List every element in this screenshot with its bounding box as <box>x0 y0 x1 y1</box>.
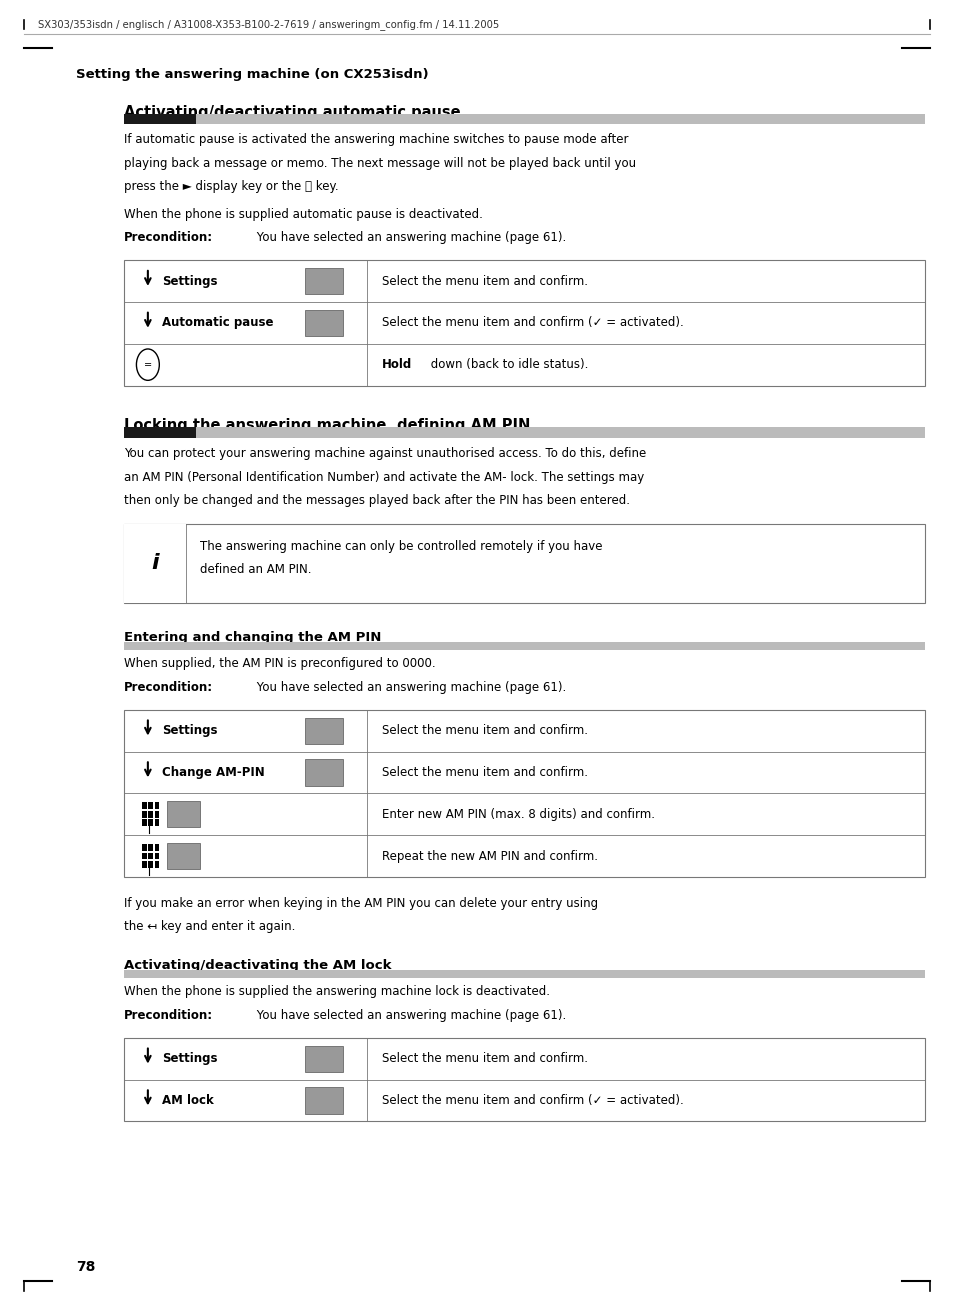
Text: down (back to idle status).: down (back to idle status). <box>427 358 588 371</box>
Text: then only be changed and the messages played back after the PIN has been entered: then only be changed and the messages pl… <box>124 494 629 507</box>
Bar <box>148 802 153 809</box>
Text: 78: 78 <box>76 1260 95 1274</box>
Text: Select the menu item and confirm (✓ = activated).: Select the menu item and confirm (✓ = ac… <box>381 316 682 329</box>
Text: OK: OK <box>315 1053 333 1064</box>
Bar <box>124 524 186 603</box>
Bar <box>142 810 147 818</box>
Bar <box>154 844 159 851</box>
Bar <box>305 718 343 744</box>
Bar <box>154 810 159 818</box>
Text: Select the menu item and confirm (✓ = activated).: Select the menu item and confirm (✓ = ac… <box>381 1094 682 1107</box>
Text: AM lock: AM lock <box>162 1094 213 1107</box>
Text: You have selected an answering machine (page 61).: You have selected an answering machine (… <box>253 1009 565 1022</box>
Text: OK: OK <box>175 851 192 861</box>
Text: If automatic pause is activated the answering machine switches to pause mode aft: If automatic pause is activated the answ… <box>124 133 628 146</box>
Bar <box>124 524 924 603</box>
Text: OK: OK <box>315 318 333 328</box>
Bar <box>142 819 147 826</box>
Text: Activating/deactivating automatic pause: Activating/deactivating automatic pause <box>124 105 460 119</box>
Text: Hold: Hold <box>381 358 412 371</box>
Bar <box>305 268 343 294</box>
Text: Settings: Settings <box>162 1052 217 1065</box>
Bar <box>124 710 924 877</box>
Text: an AM PIN (Personal Identification Number) and activate the AM- lock. The settin: an AM PIN (Personal Identification Numbe… <box>124 471 643 484</box>
Bar <box>142 861 147 868</box>
Text: Select the menu item and confirm.: Select the menu item and confirm. <box>381 724 587 737</box>
Text: Repeat the new AM PIN and confirm.: Repeat the new AM PIN and confirm. <box>381 850 597 863</box>
Bar <box>148 861 153 868</box>
Text: defined an AM PIN.: defined an AM PIN. <box>200 563 312 576</box>
Text: playing back a message or memo. The next message will not be played back until y: playing back a message or memo. The next… <box>124 157 636 170</box>
Text: You have selected an answering machine (page 61).: You have selected an answering machine (… <box>253 681 565 694</box>
Bar <box>124 970 924 978</box>
Bar <box>142 852 147 860</box>
Text: OK: OK <box>315 276 333 286</box>
Text: OK: OK <box>315 1095 333 1106</box>
Text: Precondition:: Precondition: <box>124 231 213 244</box>
Bar <box>154 819 159 826</box>
Text: Settings: Settings <box>162 274 217 288</box>
Text: Select the menu item and confirm.: Select the menu item and confirm. <box>381 274 587 288</box>
Bar <box>124 642 924 650</box>
Text: Select the menu item and confirm.: Select the menu item and confirm. <box>381 1052 587 1065</box>
Bar <box>305 1046 343 1072</box>
Text: Automatic pause: Automatic pause <box>162 316 274 329</box>
Text: You can protect your answering machine against unauthorised access. To do this, : You can protect your answering machine a… <box>124 447 645 460</box>
Text: When the phone is supplied automatic pause is deactivated.: When the phone is supplied automatic pau… <box>124 208 482 221</box>
Text: Settings: Settings <box>162 724 217 737</box>
Text: press the ► display key or the ⓪ key.: press the ► display key or the ⓪ key. <box>124 180 338 193</box>
Text: Change AM-PIN: Change AM-PIN <box>162 766 265 779</box>
Text: Locking the answering machine, defining AM PIN: Locking the answering machine, defining … <box>124 418 530 433</box>
Text: Activating/deactivating the AM lock: Activating/deactivating the AM lock <box>124 959 391 972</box>
Bar <box>148 852 153 860</box>
Bar <box>124 114 195 124</box>
Bar <box>124 260 924 386</box>
Text: When the phone is supplied the answering machine lock is deactivated.: When the phone is supplied the answering… <box>124 985 550 999</box>
Bar <box>195 114 924 124</box>
Text: OK: OK <box>175 809 192 819</box>
Text: OK: OK <box>315 725 333 736</box>
Text: When supplied, the AM PIN is preconfigured to 0000.: When supplied, the AM PIN is preconfigur… <box>124 657 436 670</box>
Text: Precondition:: Precondition: <box>124 681 213 694</box>
Text: Setting the answering machine (on CX253isdn): Setting the answering machine (on CX253i… <box>76 68 429 81</box>
Text: Precondition:: Precondition: <box>124 1009 213 1022</box>
Bar <box>305 759 343 786</box>
Text: Enter new AM PIN (max. 8 digits) and confirm.: Enter new AM PIN (max. 8 digits) and con… <box>381 808 654 821</box>
Bar <box>167 801 200 827</box>
Text: Select the menu item and confirm.: Select the menu item and confirm. <box>381 766 587 779</box>
Text: =: = <box>144 359 152 370</box>
Text: i: i <box>152 553 158 574</box>
Text: Entering and changing the AM PIN: Entering and changing the AM PIN <box>124 631 381 644</box>
Bar <box>148 844 153 851</box>
Text: SX303/353isdn / englisch / A31008-X353-B100-2-7619 / answeringm_config.fm / 14.1: SX303/353isdn / englisch / A31008-X353-B… <box>38 18 498 30</box>
Bar <box>148 810 153 818</box>
Text: If you make an error when keying in the AM PIN you can delete your entry using: If you make an error when keying in the … <box>124 897 598 910</box>
Bar <box>154 861 159 868</box>
Text: OK: OK <box>315 767 333 778</box>
Text: the ↤ key and enter it again.: the ↤ key and enter it again. <box>124 920 295 933</box>
Bar <box>124 1038 924 1121</box>
Bar <box>305 1087 343 1114</box>
Bar <box>195 427 924 438</box>
Bar <box>167 843 200 869</box>
Text: You have selected an answering machine (page 61).: You have selected an answering machine (… <box>253 231 565 244</box>
Bar <box>154 802 159 809</box>
Bar <box>124 427 195 438</box>
Bar <box>142 844 147 851</box>
Bar <box>148 819 153 826</box>
Bar <box>142 802 147 809</box>
Bar <box>154 852 159 860</box>
Text: The answering machine can only be controlled remotely if you have: The answering machine can only be contro… <box>200 540 602 553</box>
Bar <box>305 310 343 336</box>
